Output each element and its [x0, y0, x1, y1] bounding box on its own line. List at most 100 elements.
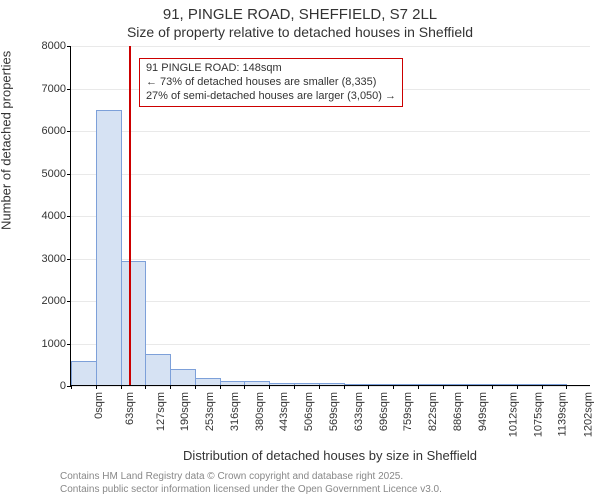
- x-tick-label: 569sqm: [328, 392, 340, 431]
- histogram-bar: [542, 384, 568, 385]
- annotation-title: 91 PINGLE ROAD: 148sqm: [146, 62, 396, 76]
- attribution-line1: Contains HM Land Registry data © Crown c…: [60, 471, 403, 482]
- x-tick-label: 506sqm: [303, 392, 315, 431]
- y-tick-label: 8000: [42, 40, 66, 52]
- x-tick-label: 1012sqm: [508, 392, 520, 437]
- y-tick-label: 2000: [42, 295, 66, 307]
- x-tick-label: 253sqm: [204, 392, 216, 431]
- x-tick-mark: [566, 385, 567, 389]
- y-gridline: [71, 46, 590, 47]
- y-tick-label: 3000: [42, 253, 66, 265]
- y-tick-label: 5000: [42, 168, 66, 180]
- x-tick-label: 759sqm: [402, 392, 414, 431]
- attribution-line2: Contains public sector information licen…: [60, 484, 442, 495]
- x-tick-mark: [517, 385, 518, 389]
- histogram-bar: [492, 384, 518, 385]
- y-tick-mark: [67, 89, 71, 90]
- x-tick-label: 127sqm: [155, 392, 167, 431]
- x-tick-mark: [393, 385, 394, 389]
- x-tick-label: 822sqm: [427, 392, 439, 431]
- x-tick-mark: [344, 385, 345, 389]
- x-tick-mark: [220, 385, 221, 389]
- histogram-bar: [145, 354, 171, 385]
- histogram-bar: [220, 381, 246, 385]
- x-tick-mark: [96, 385, 97, 389]
- histogram-bar: [344, 384, 370, 385]
- x-tick-label: 949sqm: [477, 392, 489, 431]
- histogram-bar: [319, 383, 345, 385]
- y-tick-mark: [67, 131, 71, 132]
- histogram-bar: [244, 381, 270, 385]
- y-tick-mark: [67, 301, 71, 302]
- y-tick-label: 7000: [42, 83, 66, 95]
- x-axis-label: Distribution of detached houses by size …: [70, 448, 590, 463]
- histogram-bar: [121, 261, 147, 385]
- x-tick-label: 1139sqm: [556, 392, 568, 436]
- attribution-text: Contains HM Land Registry data © Crown c…: [60, 471, 442, 496]
- histogram-bar: [269, 383, 295, 385]
- x-tick-mark: [319, 385, 320, 389]
- y-tick-label: 4000: [42, 210, 66, 222]
- annotation-box: 91 PINGLE ROAD: 148sqm← 73% of detached …: [139, 58, 403, 107]
- y-gridline: [71, 131, 590, 132]
- x-tick-mark: [368, 385, 369, 389]
- y-gridline: [71, 216, 590, 217]
- x-tick-label: 633sqm: [353, 392, 365, 431]
- y-tick-mark: [67, 174, 71, 175]
- annotation-larger: 27% of semi-detached houses are larger (…: [146, 90, 396, 104]
- y-tick-mark: [67, 344, 71, 345]
- histogram-bar: [517, 384, 543, 385]
- annotation-smaller: ← 73% of detached houses are smaller (8,…: [146, 76, 396, 90]
- histogram-bar: [96, 110, 122, 385]
- property-marker-line: [129, 46, 131, 385]
- histogram-bar: [71, 361, 97, 385]
- y-gridline: [71, 344, 590, 345]
- y-tick-mark: [67, 259, 71, 260]
- histogram-bar: [368, 384, 394, 385]
- chart-container: 91, PINGLE ROAD, SHEFFIELD, S7 2LL Size …: [0, 0, 600, 500]
- histogram-bar: [170, 369, 196, 385]
- y-tick-label: 0: [60, 380, 66, 392]
- x-tick-label: 443sqm: [279, 392, 291, 431]
- x-tick-mark: [145, 385, 146, 389]
- x-tick-label: 1202sqm: [582, 392, 594, 437]
- y-tick-mark: [67, 46, 71, 47]
- x-tick-mark: [443, 385, 444, 389]
- y-gridline: [71, 301, 590, 302]
- chart-title-subtitle: Size of property relative to detached ho…: [0, 24, 600, 40]
- y-gridline: [71, 174, 590, 175]
- histogram-bar: [195, 378, 221, 385]
- x-tick-mark: [492, 385, 493, 389]
- y-tick-label: 6000: [42, 125, 66, 137]
- x-tick-mark: [542, 385, 543, 389]
- x-tick-label: 380sqm: [254, 392, 266, 431]
- x-tick-mark: [269, 385, 270, 389]
- plot-area: 91 PINGLE ROAD: 148sqm← 73% of detached …: [70, 46, 590, 386]
- x-tick-mark: [418, 385, 419, 389]
- x-tick-label: 316sqm: [229, 392, 241, 431]
- y-tick-mark: [67, 216, 71, 217]
- y-tick-label: 1000: [42, 338, 66, 350]
- x-tick-mark: [244, 385, 245, 389]
- x-tick-mark: [170, 385, 171, 389]
- x-tick-mark: [121, 385, 122, 389]
- x-tick-mark: [467, 385, 468, 389]
- x-tick-label: 696sqm: [378, 392, 390, 431]
- x-tick-mark: [71, 385, 72, 389]
- chart-title-address: 91, PINGLE ROAD, SHEFFIELD, S7 2LL: [0, 6, 600, 23]
- y-gridline: [71, 259, 590, 260]
- y-gridline: [71, 386, 590, 387]
- histogram-bar: [443, 384, 469, 385]
- x-tick-label: 886sqm: [452, 392, 464, 431]
- y-axis-label: Number of detached properties: [0, 51, 14, 230]
- histogram-bar: [467, 384, 493, 385]
- x-tick-label: 190sqm: [180, 392, 192, 431]
- x-tick-label: 63sqm: [124, 392, 136, 425]
- histogram-bar: [393, 384, 419, 385]
- x-tick-label: 0sqm: [93, 392, 105, 419]
- x-tick-mark: [195, 385, 196, 389]
- x-tick-mark: [294, 385, 295, 389]
- histogram-bar: [294, 383, 320, 385]
- histogram-bar: [418, 384, 444, 385]
- x-tick-label: 1075sqm: [532, 392, 544, 437]
